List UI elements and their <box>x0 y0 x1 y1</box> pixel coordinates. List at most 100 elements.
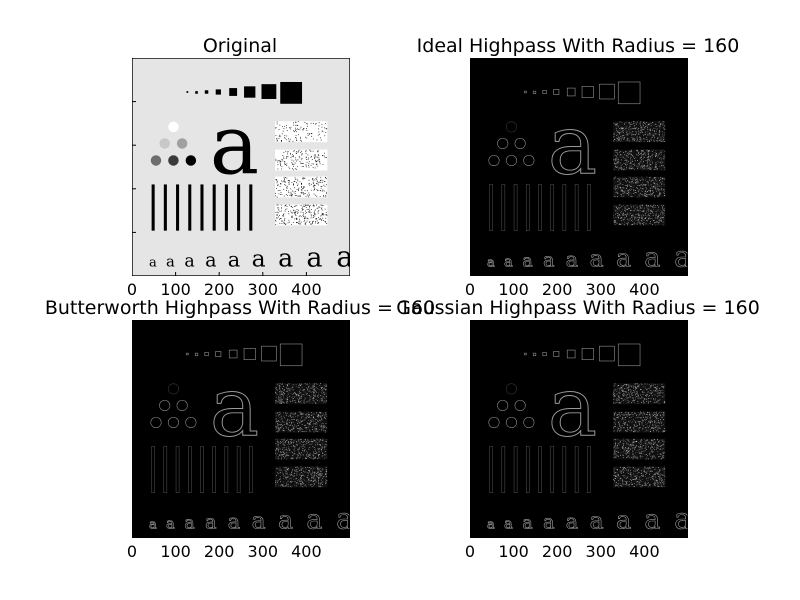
noise-dot <box>658 121 660 123</box>
noise-dot <box>283 396 284 398</box>
noise-dot <box>663 386 665 387</box>
noise-dot <box>637 163 639 165</box>
noise-dot <box>634 128 636 130</box>
noise-dot <box>640 394 641 396</box>
noise-dot <box>317 421 319 423</box>
noise-dot <box>321 400 322 402</box>
noise-dot <box>322 426 324 428</box>
noise-dot <box>638 385 640 386</box>
noise-dot <box>642 450 644 452</box>
noise-dot <box>620 412 622 413</box>
noise-dot <box>278 209 279 211</box>
noise-dot <box>323 392 324 394</box>
noise-dot <box>294 401 296 403</box>
noise-dot <box>638 428 640 430</box>
noise-dot <box>660 163 662 165</box>
noise-dot <box>287 413 288 414</box>
noise-dot <box>628 393 630 395</box>
noise-dot <box>285 469 286 471</box>
noise-dot <box>311 474 312 476</box>
noise-dot <box>620 167 622 168</box>
noise-dot <box>299 215 301 217</box>
noise-dot <box>293 160 295 162</box>
noise-dot <box>622 394 624 396</box>
noise-dot <box>294 450 296 452</box>
noise-dot <box>655 419 657 421</box>
noise-dot <box>649 157 651 159</box>
noise-dot <box>280 140 282 142</box>
noise-dot <box>661 138 663 139</box>
noise-dot <box>301 402 303 404</box>
noise-dot <box>276 137 278 139</box>
noise-dot <box>663 474 665 475</box>
noise-dot <box>663 212 665 214</box>
noise-dot <box>619 183 621 184</box>
noise-dot <box>308 470 310 472</box>
noise-dot <box>654 188 656 190</box>
noise-dot <box>642 390 644 392</box>
noise-dot <box>295 168 297 170</box>
noise-dot <box>293 181 295 182</box>
noise-dot <box>636 150 637 151</box>
noise-dot <box>324 415 325 417</box>
noise-dot <box>628 122 630 123</box>
noise-dot <box>277 140 278 141</box>
noise-dot <box>657 427 659 429</box>
noise-dot <box>275 158 277 160</box>
noise-dot <box>635 475 637 477</box>
noise-dot <box>659 390 660 391</box>
noise-dot <box>317 160 319 161</box>
noise-dot <box>322 455 324 457</box>
noise-dot <box>631 210 633 211</box>
noise-dot <box>654 421 656 423</box>
noise-dot <box>614 396 616 398</box>
noise-dot <box>643 149 645 151</box>
noise-dot <box>638 195 640 197</box>
noise-dot <box>655 154 656 156</box>
noise-dot <box>622 475 624 476</box>
noise-dot <box>286 449 288 451</box>
noise-dot <box>307 467 309 468</box>
noise-dot <box>621 220 622 221</box>
noise-dot <box>314 212 316 214</box>
noise-dot <box>650 138 652 140</box>
noise-dot <box>323 396 325 398</box>
noise-dot <box>653 387 655 388</box>
noise-dot <box>653 447 654 449</box>
noise-dot <box>637 222 639 224</box>
noise-dot <box>641 456 643 458</box>
noise-dot <box>295 386 297 388</box>
noise-dot <box>310 164 312 166</box>
noise-dot <box>304 450 306 452</box>
noise-dot <box>303 213 304 215</box>
noise-dot <box>315 481 317 483</box>
noise-dot <box>307 154 309 156</box>
noise-dot <box>294 484 295 486</box>
noise-dot <box>652 443 654 445</box>
noise-dot <box>290 193 292 195</box>
noise-dot <box>280 402 281 404</box>
noise-dot <box>636 154 638 156</box>
test-bar <box>151 184 155 231</box>
noise-dot <box>288 416 289 417</box>
noise-dot <box>287 442 289 443</box>
noise-dot <box>657 217 659 219</box>
noise-dot <box>634 383 636 385</box>
noise-dot <box>634 391 636 393</box>
noise-dot <box>633 137 635 139</box>
noise-dot <box>297 443 299 445</box>
noise-dot <box>647 486 649 488</box>
noise-dot <box>617 208 619 210</box>
noise-dot <box>275 392 277 394</box>
noise-dot <box>283 177 285 179</box>
noise-dot <box>656 183 658 185</box>
noise-dot <box>654 390 656 392</box>
noise-dot <box>661 425 663 426</box>
noise-dot <box>293 440 295 442</box>
noise-dot <box>647 425 648 427</box>
noise-dot <box>322 438 324 440</box>
noise-dot <box>629 453 630 454</box>
noise-rectangle <box>613 383 666 405</box>
noise-dot <box>616 191 618 193</box>
noise-dot <box>663 469 665 471</box>
